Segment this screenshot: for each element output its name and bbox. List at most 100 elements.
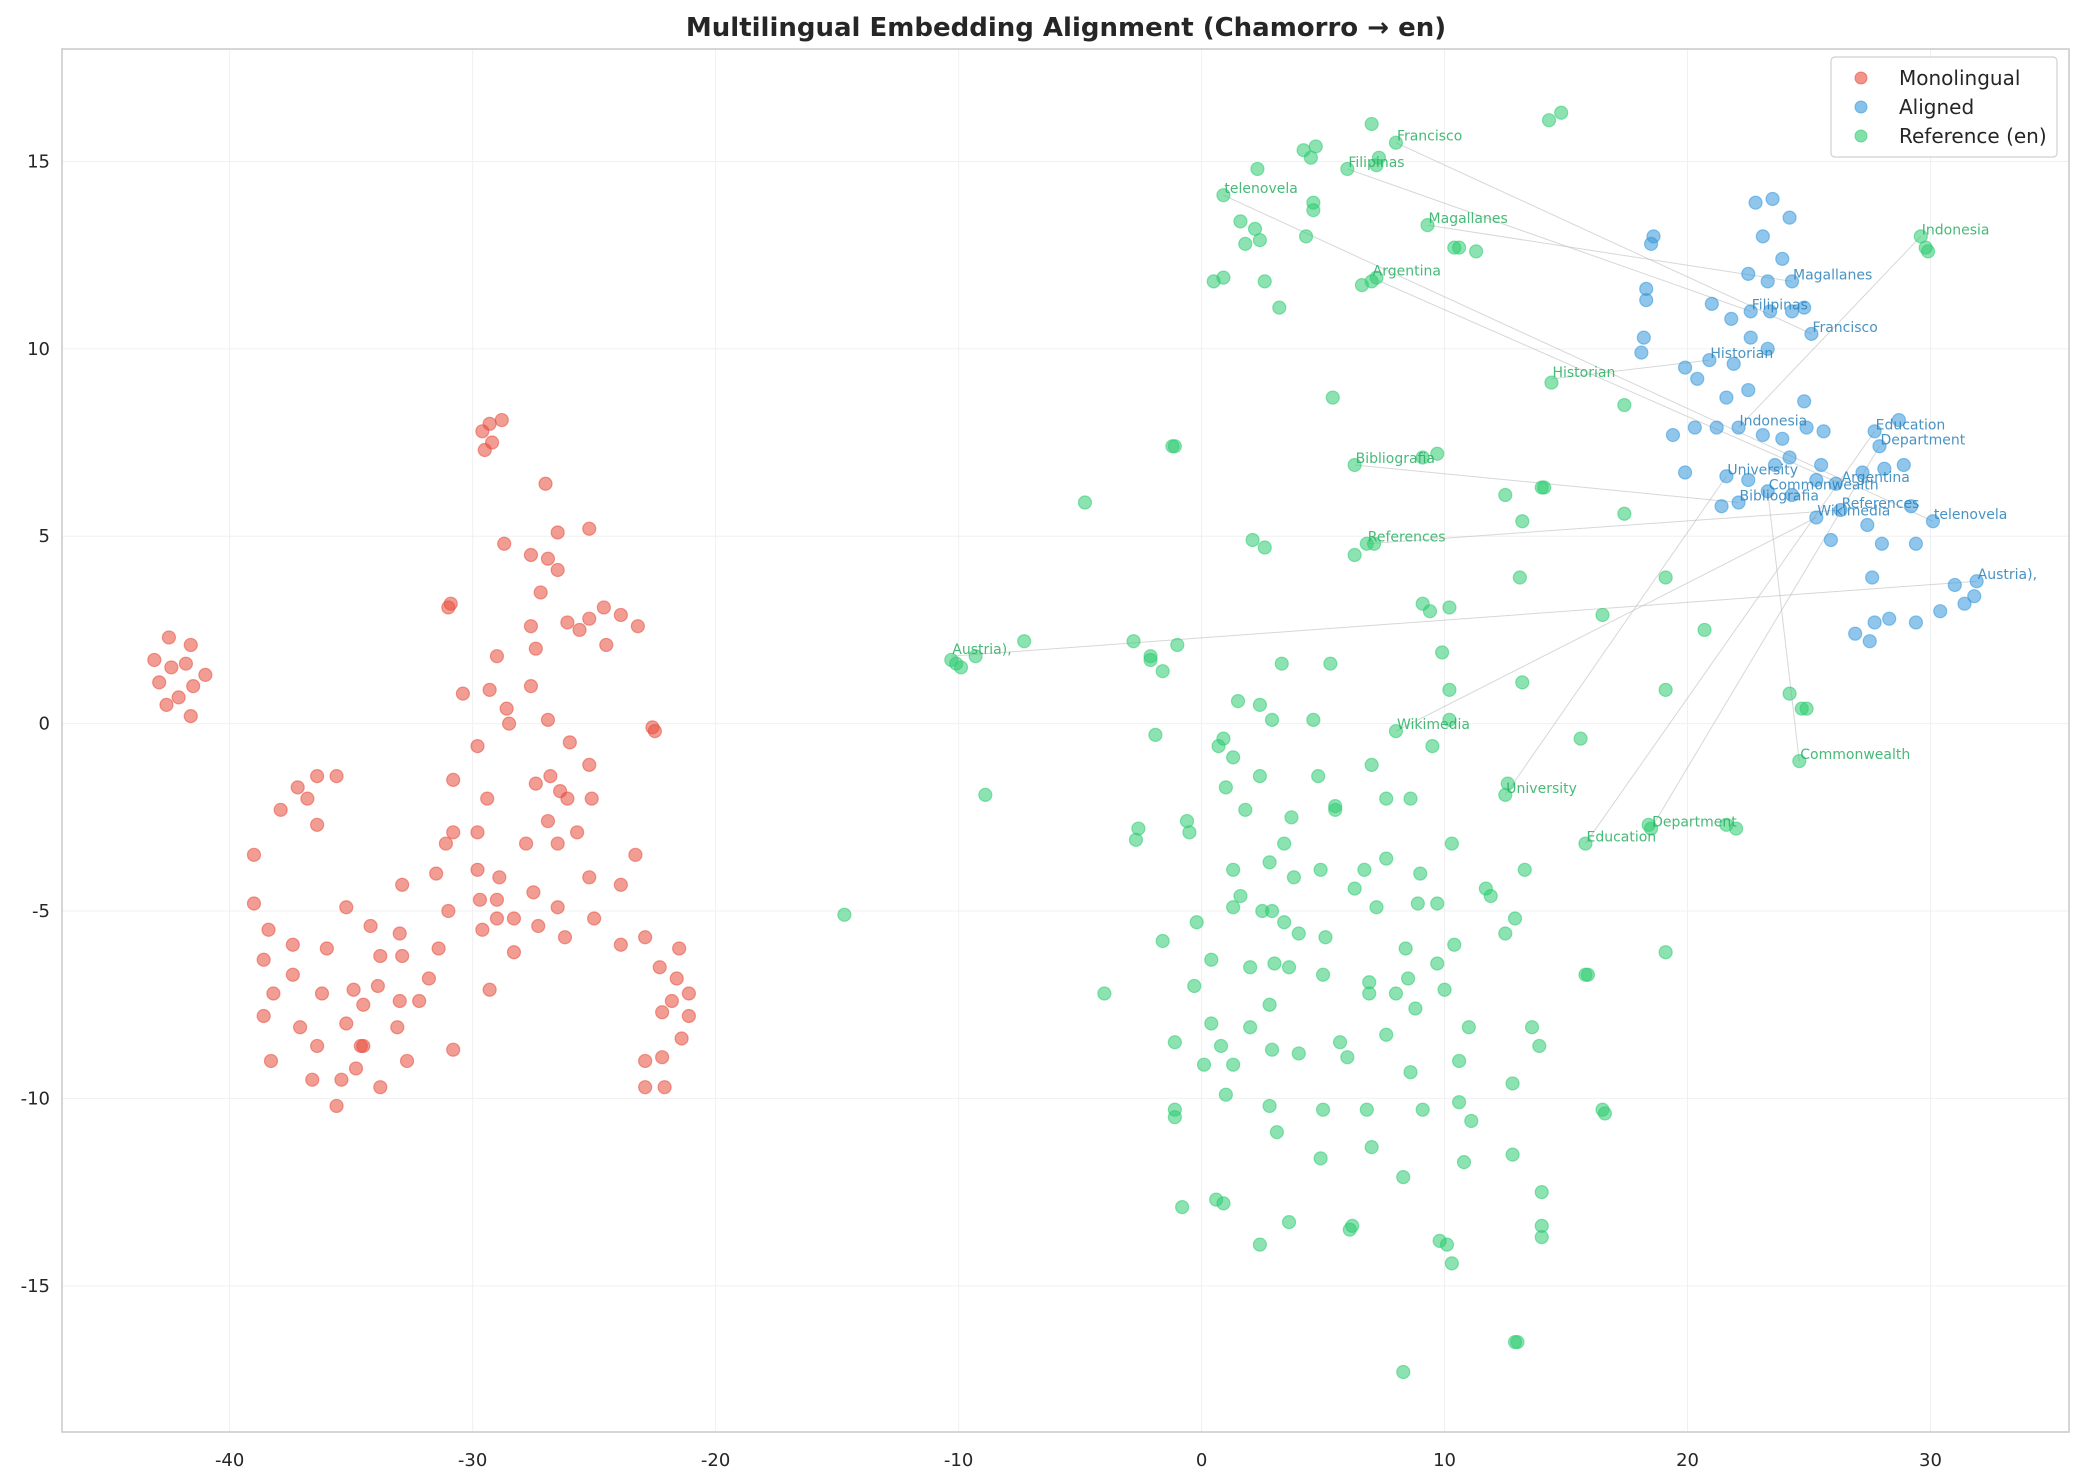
data-point: [1483, 888, 1498, 904]
data-point: [1741, 382, 1756, 398]
data-point: [246, 896, 262, 911]
data-point: [582, 757, 597, 772]
data-point: [1264, 712, 1280, 727]
data-point: [472, 892, 488, 907]
data-point: [305, 1072, 320, 1087]
data-point: [489, 892, 505, 907]
data-point: [1315, 1102, 1331, 1117]
data-point: [1947, 577, 1962, 593]
data-point: [1743, 304, 1758, 319]
data-point: [1430, 896, 1445, 911]
data-point: [477, 442, 492, 458]
reference-word-label: Austria),: [952, 642, 1011, 658]
x-tick-label: 30: [1919, 1450, 1942, 1471]
data-point: [1359, 1102, 1374, 1117]
data-point: [1262, 1098, 1277, 1114]
data-point: [1340, 1050, 1355, 1065]
data-point: [1422, 604, 1438, 619]
data-point: [1515, 675, 1530, 690]
aligned-word-label: Wikimedia: [1817, 503, 1890, 519]
data-point: [1332, 1035, 1348, 1050]
data-point: [392, 926, 407, 941]
data-point: [1597, 1106, 1613, 1121]
data-point: [1760, 274, 1775, 289]
data-point: [1077, 495, 1093, 510]
chart-title: Multilingual Embedding Alignment (Chamor…: [686, 13, 1446, 43]
data-point: [638, 1080, 653, 1095]
data-point: [1743, 330, 1758, 345]
data-point: [178, 656, 194, 671]
data-point: [1731, 495, 1746, 510]
data-point: [285, 937, 300, 952]
x-tick-label: -20: [701, 1450, 730, 1471]
data-point: [475, 922, 490, 937]
legend-marker-reference: [1854, 129, 1868, 143]
aligned-word-label: Historian: [1710, 346, 1773, 362]
aligned-word-label: Argentina: [1842, 470, 1910, 486]
data-point: [1765, 191, 1780, 207]
data-point: [1799, 420, 1814, 435]
data-point: [1784, 274, 1800, 289]
data-point: [1729, 821, 1744, 836]
data-point: [1755, 229, 1770, 244]
legend-label-monolingual: Monolingual: [1899, 66, 2020, 90]
data-point: [1342, 1222, 1357, 1237]
legend-marker-monolingual: [1854, 71, 1868, 85]
data-point: [523, 547, 539, 563]
data-point: [431, 941, 446, 956]
data-point: [1580, 967, 1596, 982]
data-point: [285, 967, 300, 982]
data-point: [1967, 589, 1982, 604]
data-point: [446, 825, 461, 840]
data-point: [494, 412, 509, 428]
data-point: [1233, 214, 1248, 229]
data-point: [1388, 724, 1404, 739]
data-point: [1238, 236, 1253, 251]
data-point: [348, 1061, 364, 1076]
data-point: [533, 585, 548, 600]
reference-word-label: References: [1368, 530, 1446, 546]
data-point: [470, 739, 485, 754]
data-point: [638, 930, 653, 945]
data-point: [1396, 1170, 1411, 1185]
data-point: [1537, 480, 1552, 495]
data-point: [526, 885, 541, 900]
data-point: [1167, 439, 1182, 454]
data-point: [1318, 930, 1333, 945]
data-point: [1920, 244, 1936, 259]
data-point: [1264, 1042, 1280, 1057]
data-point: [1364, 757, 1379, 772]
data-point: [1213, 1038, 1229, 1054]
grid-lines: [62, 49, 2069, 1432]
series-monolingual: [147, 412, 696, 1114]
y-tick-label: 5: [39, 526, 50, 547]
data-point: [1677, 360, 1693, 375]
data-point: [953, 660, 969, 675]
data-point: [1315, 967, 1331, 982]
data-point: [1641, 817, 1656, 832]
y-axis-ticks: -15 -10 -5 0 5 10 15: [21, 151, 50, 1296]
data-point: [550, 900, 565, 915]
data-point: [1925, 514, 1941, 529]
data-point: [1364, 116, 1379, 132]
data-point: [1291, 926, 1306, 941]
aligned-word-label: Filipinas: [1752, 297, 1808, 313]
aligned-word-label: Department: [1880, 432, 1965, 448]
connector-line: [1395, 142, 1812, 335]
data-point: [1617, 506, 1632, 521]
data-point: [293, 1020, 308, 1035]
data-point: [1298, 229, 1314, 244]
data-point: [1148, 727, 1163, 742]
data-point: [373, 948, 388, 964]
data-point: [582, 521, 597, 536]
aligned-word-label: Education: [1876, 417, 1946, 433]
data-point: [1264, 903, 1280, 919]
x-tick-label: -10: [944, 1450, 973, 1471]
data-point: [1325, 390, 1340, 405]
data-point: [1643, 236, 1659, 251]
data-point: [550, 525, 565, 540]
data-point: [1505, 1147, 1520, 1162]
data-point: [1969, 574, 1984, 589]
legend-label-aligned: Aligned: [1899, 95, 1974, 119]
x-tick-label: 10: [1433, 1450, 1456, 1471]
